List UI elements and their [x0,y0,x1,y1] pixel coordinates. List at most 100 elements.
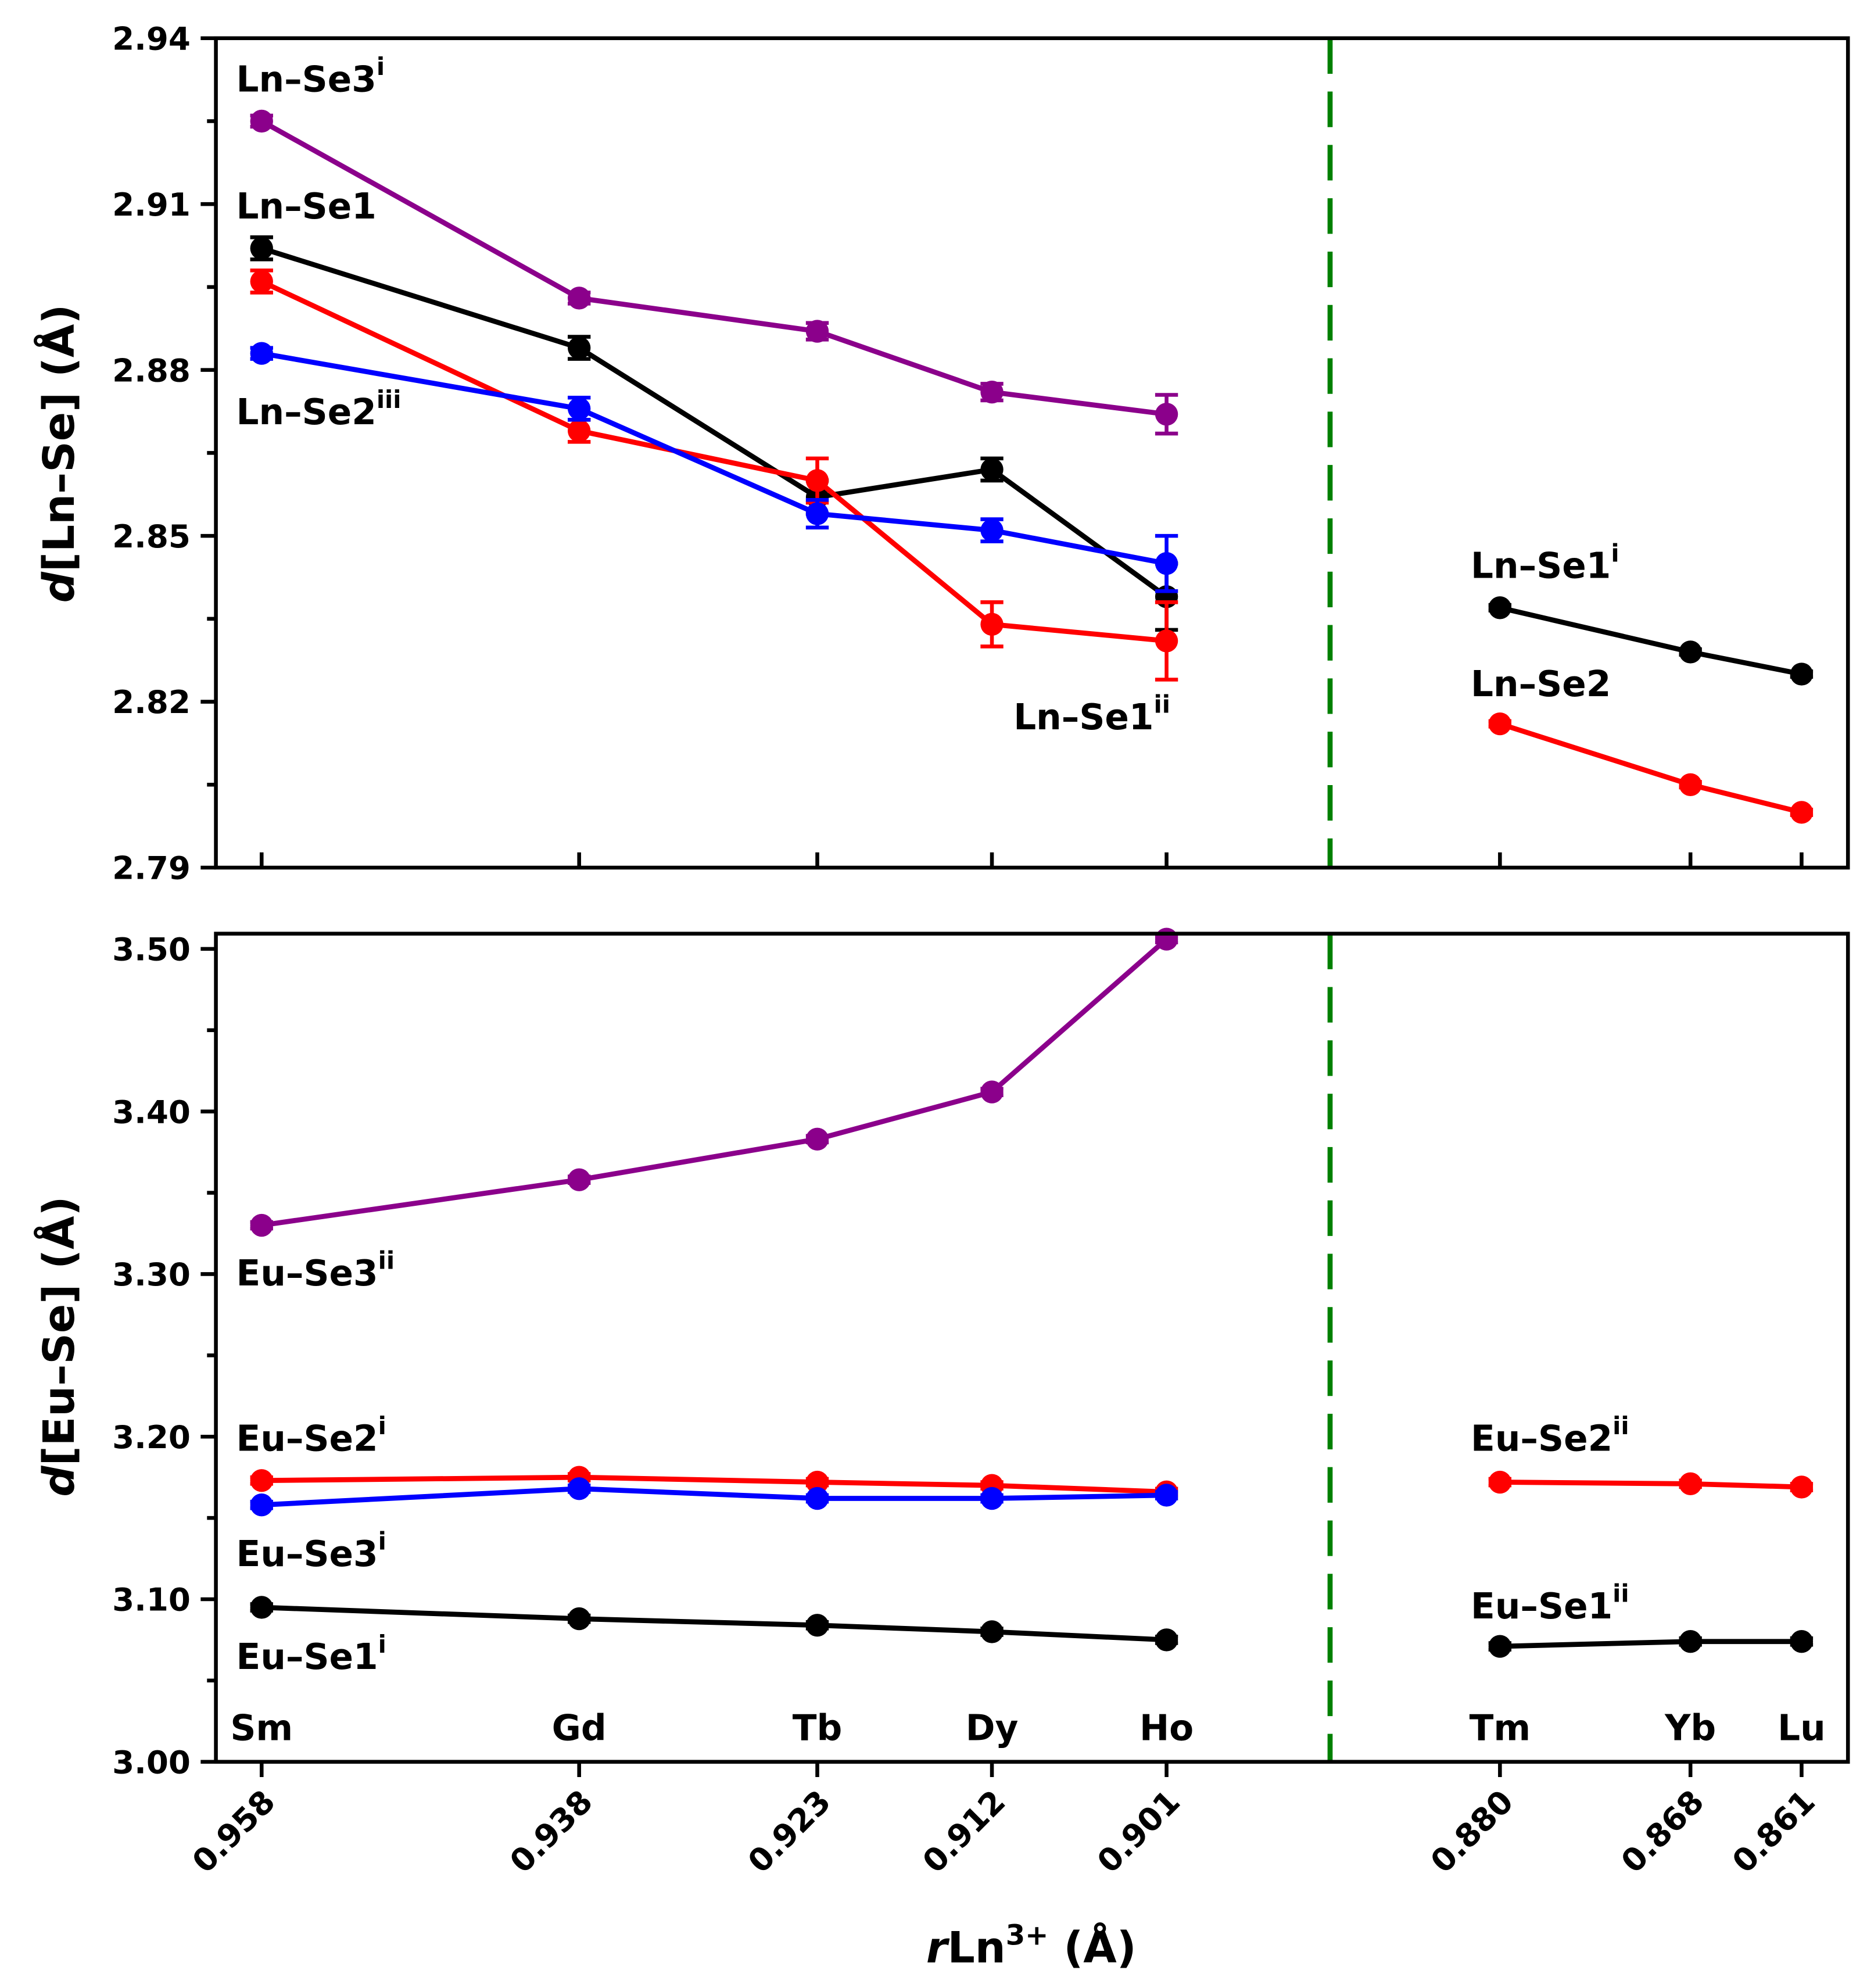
data-point [250,1469,273,1492]
data-point [805,1127,829,1151]
data-point [1155,629,1178,653]
x-tick-label: 0.912 [915,1783,1012,1880]
element-label: Tb [793,1708,843,1749]
bottom-plot-frame [214,932,1850,1764]
data-point [1679,640,1702,664]
data-point [805,1614,829,1637]
x-axis-label: rLn3+ (Å) [926,1919,1137,1973]
element-label: Gd [552,1708,607,1749]
data-point [568,419,591,442]
series-line [261,1474,1167,1495]
series-line [261,937,1169,1228]
annotation-ln-se2: Ln–Se2 [1471,664,1611,705]
y-tick-label: 3.20 [112,1419,191,1456]
x-tick-label: 0.880 [1423,1783,1520,1880]
y-tick-label: 2.85 [112,518,191,555]
series-line [1499,721,1803,815]
data-point [805,1470,829,1494]
data-point [250,1596,273,1619]
data-point [1155,927,1178,951]
element-label: Dy [966,1708,1019,1749]
data-point [805,320,829,343]
data-point [1488,1470,1511,1494]
element-label: Ho [1139,1708,1194,1749]
data-point [250,1213,273,1237]
data-point [980,518,1004,542]
data-point [1488,712,1511,736]
y-tick-label: 2.79 [112,850,191,887]
annotation-eu-se2i: Eu–Se2i [236,1412,386,1459]
annotation-eu-se1i: Eu–Se1i [236,1630,386,1678]
element-label: Yb [1664,1708,1716,1749]
y-tick-label: 2.88 [112,352,191,389]
chart-marks: 2.79 2.82 2.85 2.88 2.91 2.94 3.00 3.10 3.20 3.30… [112,20,1826,1880]
data-point [568,397,591,420]
data-point [568,336,591,360]
annotation-ln-se1i: Ln–Se1i [1471,539,1619,586]
data-point [1155,1628,1178,1652]
y-tick-label: 3.40 [112,1093,191,1130]
annotation-eu-se3i: Eu–Se3i [236,1527,386,1575]
x-tick-label: 0.938 [503,1783,600,1880]
data-point [1155,552,1178,575]
annotation-ln-se2iii: Ln–Se2iii [236,385,402,433]
data-point [805,502,829,525]
data-point [1790,801,1814,824]
data-point [568,286,591,310]
annotation-eu-se1ii: Eu–Se1ii [1471,1579,1629,1627]
data-point [1790,1630,1814,1653]
annotation-eu-se2ii: Eu–Se2ii [1471,1412,1629,1459]
data-point [805,469,829,492]
data-point [1679,1630,1702,1653]
data-point [568,1477,591,1500]
data-point [250,237,273,260]
data-point [568,1607,591,1631]
data-point [1679,1472,1702,1496]
data-point [1679,773,1702,796]
data-point [1155,1484,1178,1507]
data-point [805,1486,829,1510]
y-tick-label: 2.91 [112,186,191,223]
x-tick-label: 0.868 [1614,1783,1711,1880]
y-tick-label: 3.10 [112,1581,191,1618]
x-tick-label: 0.958 [185,1783,282,1880]
data-point [1790,1475,1814,1499]
data-point [1790,662,1814,686]
y-tick-label: 3.00 [112,1743,191,1781]
series-line [260,119,1167,417]
y-tick-label: 2.94 [112,20,191,57]
data-point [250,342,273,365]
data-point [980,612,1004,636]
series-line [1500,1639,1802,1649]
data-point [980,458,1004,481]
data-point [250,1493,273,1517]
annotation-ln-se1: Ln–Se1 [236,186,377,227]
y-tick-label: 3.50 [112,931,191,968]
y-tick-label: 3.30 [112,1256,191,1293]
data-point [250,270,273,293]
top-plot-frame [214,36,1850,870]
data-point [980,1080,1004,1104]
data-point [1488,1635,1511,1658]
bottom-y-axis-label: d[Eu–Se] (Å) [33,1196,84,1496]
series-line [1500,1480,1802,1490]
series-line [260,279,1167,644]
x-tick-label: 0.923 [740,1783,837,1880]
data-point [1488,596,1511,619]
element-label: Lu [1778,1708,1826,1749]
element-label: Tm [1470,1708,1531,1749]
top-y-axis-label: d[Ln–Se] (Å) [33,305,84,603]
series-line [261,1486,1167,1508]
series-line [261,1604,1167,1643]
data-point [250,109,273,133]
x-tick-label: 0.901 [1090,1783,1187,1880]
data-point [980,1486,1004,1510]
annotation-ln-se3i: Ln–Se3i [236,52,385,100]
annotation-eu-se3ii: Eu–Se3ii [236,1246,395,1294]
data-point [1155,403,1178,426]
element-label: Sm [230,1708,293,1749]
series-line [260,246,1169,599]
annotation-ln-se1ii: Ln–Se1ii [1013,690,1170,737]
data-point [980,1620,1004,1643]
